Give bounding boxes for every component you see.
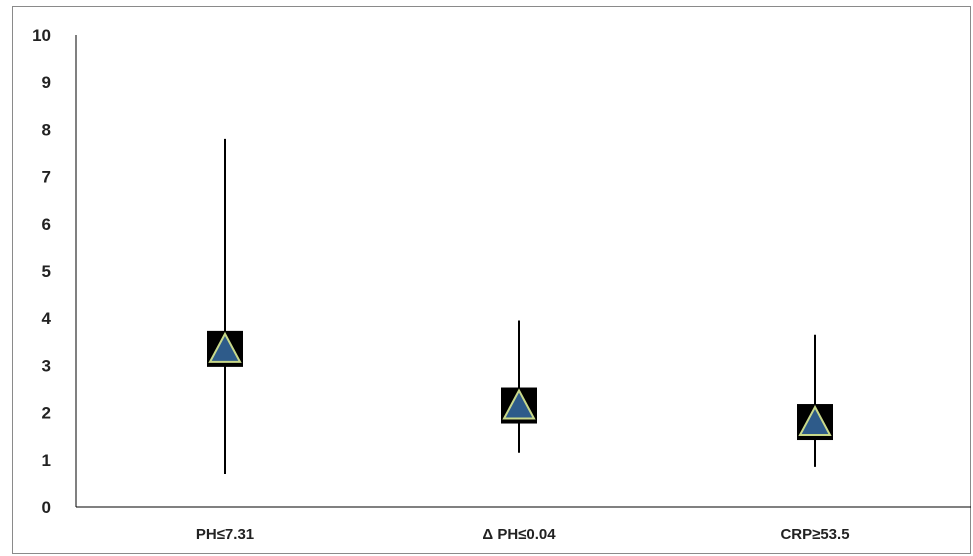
- y-tick-label: 5: [42, 262, 51, 281]
- chart-frame: 0 1 2 3 4 5 6 7 8 9 10 PH≤7.31 Δ PH≤0.04 CRP≥53.5: [12, 6, 971, 554]
- x-category-label: Δ PH≤0.04: [482, 526, 556, 543]
- y-tick-label: 0: [42, 498, 51, 517]
- y-axis: 0 1 2 3 4 5 6 7 8 9 10: [32, 26, 77, 517]
- y-tick-label: 10: [32, 26, 51, 45]
- x-category-label: CRP≥53.5: [780, 526, 849, 543]
- data-marks: [207, 138, 833, 474]
- chart-svg: 0 1 2 3 4 5 6 7 8 9 10 PH≤7.31 Δ PH≤0.04 CRP≥53.5: [32, 26, 971, 543]
- x-category-label: PH≤7.31: [196, 526, 254, 543]
- y-tick-label: 2: [42, 404, 51, 423]
- y-tick-label: 7: [42, 168, 51, 187]
- estimate-triangle-icon: [208, 331, 242, 363]
- x-axis: PH≤7.31 Δ PH≤0.04 CRP≥53.5: [76, 506, 971, 543]
- y-tick-label: 9: [42, 73, 51, 92]
- estimate-triangle-icon: [502, 388, 536, 420]
- y-tick-label: 8: [42, 120, 51, 139]
- y-tick-label: 3: [42, 356, 51, 375]
- y-tick-label: 6: [42, 215, 51, 234]
- y-tick-label: 1: [42, 451, 51, 470]
- estimate-triangle-icon: [798, 404, 832, 437]
- y-tick-label: 4: [42, 309, 52, 328]
